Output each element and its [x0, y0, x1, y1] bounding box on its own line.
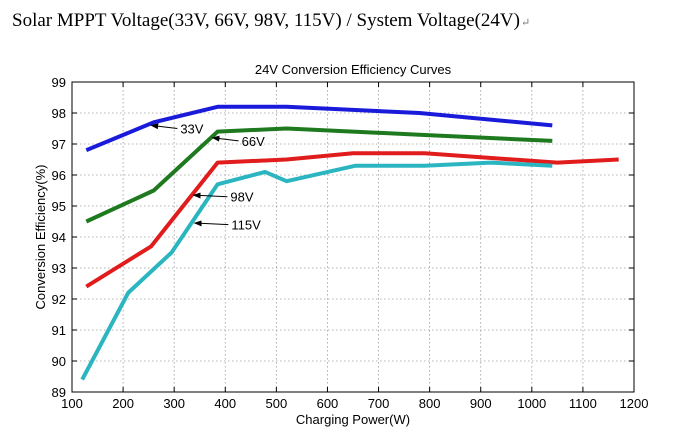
paragraph-mark-icon: ↵: [520, 17, 531, 29]
x-tick-label: 900: [470, 396, 492, 411]
y-tick-label: 93: [52, 261, 66, 276]
chart-title: 24V Conversion Efficiency Curves: [255, 62, 452, 77]
x-tick-label: 600: [317, 396, 339, 411]
annotation-label-115v: 115V: [231, 218, 261, 233]
annotation-arrow-33v: [150, 123, 178, 130]
grid: [72, 82, 634, 392]
page-heading: Solar MPPT Voltage(33V, 66V, 98V, 115V) …: [12, 10, 531, 31]
x-tick-label: 100: [61, 396, 83, 411]
annotation-arrow-98v: [192, 192, 228, 199]
annotations: 33V 66V 98V 115V: [150, 122, 265, 233]
x-tick-label: 800: [419, 396, 441, 411]
series-line-115v: [80, 160, 553, 381]
x-tick-label: 1200: [620, 396, 649, 411]
axis-ticks: 100 200 300 400 500 600 700 800 900 1000 1100 1200 8…: [52, 75, 649, 411]
y-tick-label: 97: [52, 137, 66, 152]
series-line-66v: [85, 126, 553, 224]
x-tick-label: 1000: [517, 396, 546, 411]
y-axis-label: Conversion Efficiency(%): [33, 165, 48, 310]
plot-frame: [71, 81, 635, 393]
y-tick-label: 89: [52, 385, 66, 400]
y-tick-label: 96: [52, 168, 66, 183]
y-tick-label: 92: [52, 292, 66, 307]
y-tick-label: 95: [52, 199, 66, 214]
y-tick-label: 94: [52, 230, 66, 245]
annotation-label-98v: 98V: [230, 190, 253, 205]
x-tick-label: 1100: [569, 396, 597, 411]
annotation-arrow-115v: [193, 220, 229, 227]
y-tick-label: 90: [52, 354, 66, 369]
annotation-label-33v: 33V: [180, 122, 203, 137]
y-tick-label: 98: [52, 106, 66, 121]
x-tick-label: 200: [112, 396, 134, 411]
annotation-label-66v: 66V: [242, 134, 265, 149]
series-line-98v: [85, 151, 619, 289]
x-axis-label: Charging Power(W): [296, 412, 410, 427]
y-tick-label: 99: [52, 75, 66, 90]
annotation-arrow-66v: [211, 135, 239, 142]
series-line-33v: [85, 104, 553, 153]
series-lines: [80, 104, 619, 381]
x-tick-label: 700: [368, 396, 390, 411]
x-tick-label: 300: [163, 396, 185, 411]
x-tick-label: 500: [266, 396, 288, 411]
y-tick-label: 91: [52, 323, 66, 338]
x-tick-label: 400: [214, 396, 236, 411]
